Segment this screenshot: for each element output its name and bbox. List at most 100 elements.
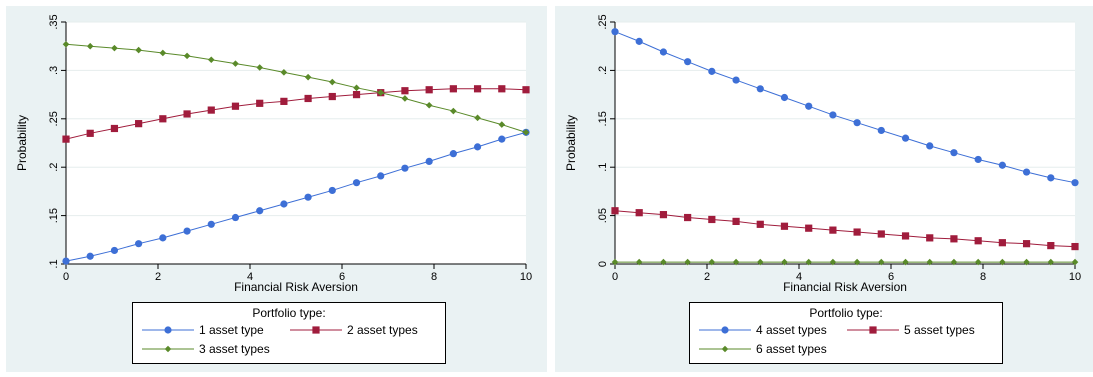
data-point [1022,168,1031,176]
data-point [86,42,94,50]
data-point [522,86,530,94]
data-point [732,76,740,84]
legend-title: Portfolio type: [252,306,326,320]
y-tick-label: .25 [597,14,609,29]
data-point [135,120,143,128]
y-tick-label: .2 [597,66,609,75]
data-point [352,91,361,99]
data-point [708,258,716,266]
data-point [998,161,1006,169]
data-point [684,258,691,266]
x-axis-label: Financial Risk Aversion [783,280,907,294]
data-point [425,101,433,109]
data-point [207,220,215,228]
legend-marker [312,326,320,334]
legend-right: Portfolio type: 4 asset types 5 asset ty… [689,302,1003,364]
data-point [183,110,191,118]
legend-marker [164,345,172,353]
data-point [853,258,861,266]
data-point [999,258,1006,266]
data-point [256,64,264,71]
data-point [377,89,385,96]
data-point [498,85,506,93]
data-point [304,94,312,103]
legend-marker [164,326,172,334]
data-point [974,155,982,164]
data-point [304,73,312,81]
data-point [280,200,288,208]
data-point [1022,240,1031,248]
y-tick-label: .3 [48,66,60,75]
x-tick-label: 10 [1069,271,1081,283]
data-point [449,150,457,158]
data-point [732,258,740,266]
data-point [1047,174,1055,182]
data-point [1071,242,1079,251]
chart-panel-right: 0 .05 .1 .15 .2 .25 0 2 4 6 8 10 Financial Risk Aver… [555,6,1093,372]
data-point [659,211,668,219]
data-point [110,124,119,133]
data-point [781,258,788,266]
data-point [1047,258,1055,266]
series-line-1 [65,131,527,262]
data-point [232,60,239,67]
data-point [805,102,813,110]
data-point [401,164,409,172]
data-point [473,85,482,93]
legend-marker [721,326,729,334]
data-point [853,228,861,236]
y-tick-label: .15 [48,208,60,223]
y-tick-label: .1 [48,259,60,268]
data-point [304,193,312,201]
data-point [974,237,982,245]
legend-label: 6 asset types [756,342,827,356]
y-tick-label: .2 [48,163,60,172]
data-point [62,257,70,265]
data-point [280,69,288,76]
data-point [756,85,764,93]
data-point [425,86,433,94]
data-point [159,115,167,123]
legend-swatch [142,326,194,334]
legend-marker [869,326,877,334]
data-point [256,207,264,215]
data-point [732,217,740,226]
legend-label: 1 asset type [199,323,264,337]
data-point [86,129,94,137]
y-tick-label: .1 [597,163,609,172]
chart-right: 0 .05 .1 .15 .2 .25 0 2 4 6 8 10 Financial Risk Aver… [564,14,1081,294]
data-point [207,106,215,114]
legend-swatch [142,345,194,353]
y-axis-label: Probability [564,115,578,171]
data-point [659,48,668,56]
legend-label: 3 asset types [199,342,270,356]
legend-marker [721,345,729,353]
series-line-1 [614,31,1076,184]
data-point [473,143,482,151]
data-point [805,258,813,266]
data-point [635,209,643,217]
data-point [425,157,433,165]
series-line-3 [65,43,527,133]
data-point [377,172,385,180]
data-point [450,107,457,115]
data-point [135,240,143,248]
data-point [207,56,215,64]
data-point [684,58,692,66]
x-tick-label: 8 [431,271,437,283]
data-point [1071,179,1079,187]
data-point [950,149,958,157]
data-point [401,87,409,95]
series-line-2 [65,88,527,140]
data-point [352,179,361,187]
data-point [353,84,360,92]
legend-title: Portfolio type: [809,306,883,320]
y-tick-label: .15 [597,111,609,126]
data-point [950,258,958,266]
data-point [1047,242,1055,250]
data-point [805,224,813,232]
data-point [328,186,336,195]
legend-swatch [290,326,342,334]
data-point [183,52,191,60]
data-point [110,246,119,255]
